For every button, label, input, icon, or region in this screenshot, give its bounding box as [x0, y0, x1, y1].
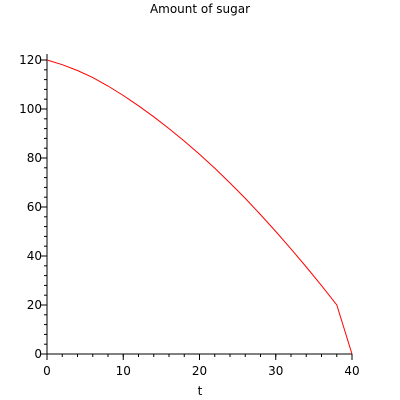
tick-labels: 0 10 20 30 40 0 20 40 60 80 100 120 [19, 53, 360, 378]
y-tick-label: 40 [27, 249, 42, 263]
x-tick-label: 10 [116, 364, 131, 378]
x-tick-label: 20 [192, 364, 207, 378]
x-tick-label: 30 [268, 364, 283, 378]
y-tick-label: 80 [27, 151, 42, 165]
ticks [41, 59, 353, 360]
x-axis-label: t [198, 384, 203, 398]
y-tick-label: 100 [19, 102, 42, 116]
axes [46, 54, 352, 355]
sugar-curve [46, 59, 353, 355]
y-tick-label: 60 [27, 200, 42, 214]
x-tick-label: 40 [344, 364, 359, 378]
chart-title: Amount of sugar [150, 2, 250, 16]
y-tick-label: 120 [19, 53, 42, 67]
y-tick-label: 20 [27, 298, 42, 312]
y-tick-label: 0 [34, 347, 42, 361]
series [46, 59, 353, 355]
x-tick-label: 0 [43, 364, 51, 378]
